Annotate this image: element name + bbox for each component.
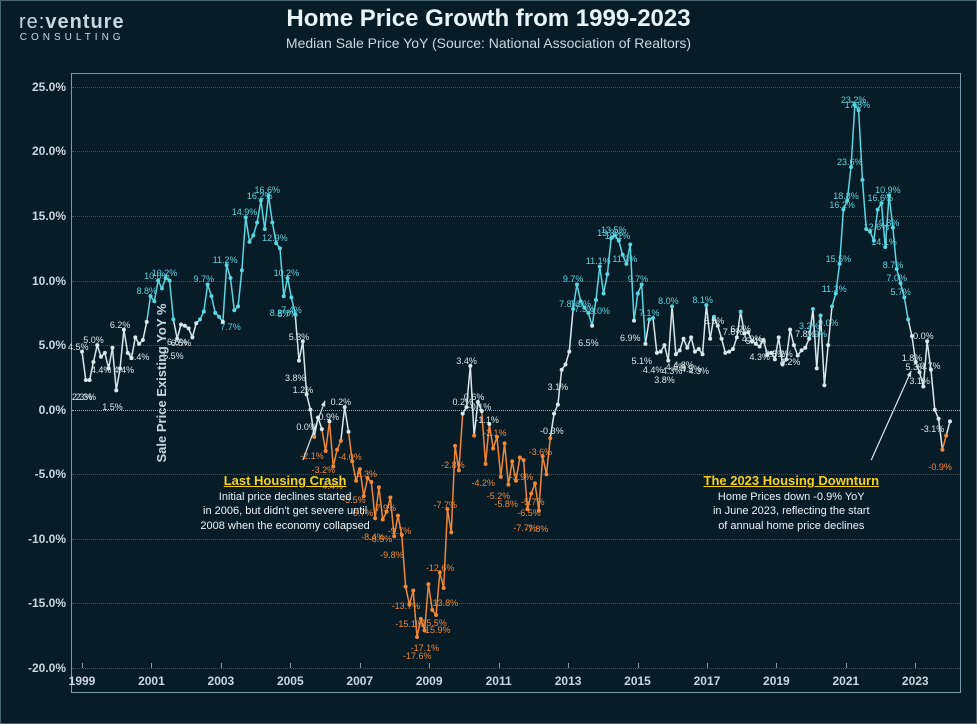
logo: re:venture CONSULTING: [19, 11, 125, 43]
chart-header: Home Price Growth from 1999-2023 Median …: [1, 1, 976, 51]
annotation: The 2023 Housing DownturnHome Prices dow…: [681, 472, 901, 534]
y-tick-label: 15.0%: [32, 209, 66, 223]
chart-subtitle: Median Sale Price YoY (Source: National …: [1, 35, 976, 51]
chart-title: Home Price Growth from 1999-2023: [1, 5, 976, 33]
y-tick-label: -10.0%: [28, 532, 66, 546]
plot-area: Sale Price Existing YoY % -20.0%-15.0%-1…: [71, 73, 961, 693]
chart-frame: re:venture CONSULTING Home Price Growth …: [0, 0, 977, 724]
y-tick-label: -5.0%: [35, 467, 66, 481]
y-tick-label: 5.0%: [39, 338, 66, 352]
y-tick-label: 20.0%: [32, 144, 66, 158]
y-tick-label: 25.0%: [32, 80, 66, 94]
logo-subtext: CONSULTING: [19, 32, 125, 43]
annotation-body: Home Prices down -0.9% YoY in June 2023,…: [681, 490, 901, 535]
annotation-head: The 2023 Housing Downturn: [681, 472, 901, 490]
annotation-head: Last Housing Crash: [170, 472, 400, 490]
chart-svg: [72, 74, 960, 692]
y-tick-label: -20.0%: [28, 661, 66, 675]
logo-text-b: venture: [45, 11, 124, 33]
logo-text-a: re:: [19, 11, 45, 33]
annotation-body: Initial price declines started in 2006, …: [170, 490, 400, 535]
annotation: Last Housing CrashInitial price declines…: [170, 472, 400, 534]
y-tick-label: 10.0%: [32, 274, 66, 288]
y-tick-label: 0.0%: [39, 403, 66, 417]
y-tick-label: -15.0%: [28, 596, 66, 610]
